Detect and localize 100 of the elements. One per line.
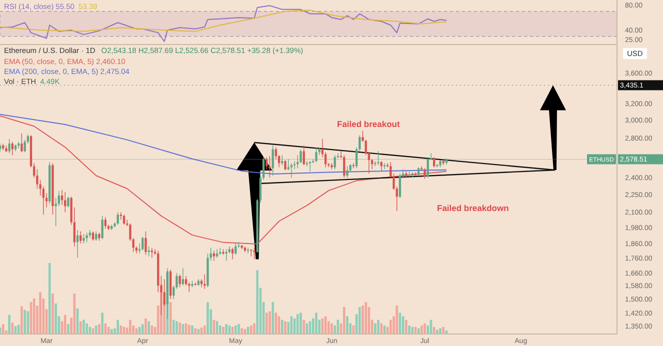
candlestick bbox=[377, 150, 380, 166]
bar bbox=[110, 329, 113, 334]
candlestick bbox=[20, 133, 23, 153]
bar bbox=[188, 324, 190, 334]
candlestick bbox=[398, 173, 402, 198]
bar bbox=[39, 292, 42, 334]
candlestick bbox=[150, 247, 154, 258]
bar bbox=[377, 320, 380, 334]
bar bbox=[296, 314, 299, 334]
candlestick bbox=[432, 156, 436, 168]
candlestick bbox=[182, 268, 184, 286]
candlestick bbox=[268, 156, 271, 178]
candlestick bbox=[225, 248, 228, 262]
bar bbox=[101, 312, 104, 334]
bar bbox=[408, 325, 410, 334]
candlestick bbox=[64, 192, 66, 213]
bar bbox=[20, 306, 23, 334]
candlestick bbox=[67, 196, 70, 208]
candlestick bbox=[88, 230, 91, 238]
bar bbox=[256, 270, 259, 334]
bar bbox=[141, 324, 144, 334]
candlestick bbox=[92, 230, 94, 242]
candlestick bbox=[58, 190, 60, 206]
bar bbox=[64, 314, 66, 334]
candlestick bbox=[80, 230, 82, 244]
bar bbox=[240, 328, 243, 334]
bar bbox=[86, 323, 88, 334]
bar bbox=[234, 325, 237, 334]
bar bbox=[380, 323, 383, 334]
bar bbox=[342, 307, 346, 334]
bar bbox=[67, 324, 70, 334]
candlestick bbox=[184, 276, 188, 286]
bar bbox=[253, 323, 256, 334]
candlestick bbox=[86, 232, 88, 242]
bar bbox=[26, 311, 30, 334]
candlestick bbox=[424, 168, 426, 180]
bar bbox=[346, 316, 348, 334]
bar bbox=[225, 324, 228, 334]
bar bbox=[396, 306, 398, 334]
bar bbox=[300, 312, 302, 334]
bar bbox=[315, 312, 318, 334]
candlestick bbox=[8, 138, 10, 154]
candlestick bbox=[60, 190, 64, 206]
bar bbox=[330, 323, 333, 334]
candlestick bbox=[216, 248, 218, 258]
candlestick bbox=[104, 216, 106, 230]
annotation: Failed breakout bbox=[337, 119, 400, 129]
candlestick bbox=[95, 230, 98, 242]
bar bbox=[302, 320, 306, 334]
bar bbox=[82, 320, 85, 334]
bar bbox=[272, 302, 274, 334]
bar bbox=[265, 312, 268, 334]
candlestick bbox=[142, 236, 144, 251]
bar bbox=[11, 322, 14, 334]
bar bbox=[218, 325, 222, 334]
candlestick bbox=[302, 145, 305, 166]
candlestick bbox=[122, 214, 126, 226]
bar bbox=[194, 328, 196, 334]
candlestick bbox=[284, 160, 286, 171]
candlestick bbox=[272, 145, 274, 176]
bar bbox=[362, 306, 364, 334]
candlestick bbox=[426, 156, 429, 178]
bar bbox=[32, 298, 36, 334]
annotation: Failed breakdown bbox=[437, 203, 509, 213]
bar bbox=[442, 326, 445, 334]
bar bbox=[79, 321, 82, 334]
candlestick bbox=[231, 247, 234, 260]
candlestick bbox=[101, 216, 104, 240]
bar bbox=[73, 294, 76, 334]
bar bbox=[420, 325, 423, 334]
bar bbox=[17, 324, 20, 334]
bar bbox=[8, 314, 10, 334]
bar bbox=[250, 325, 252, 334]
bar bbox=[172, 320, 175, 334]
bar bbox=[268, 311, 271, 334]
candlestick bbox=[11, 141, 14, 156]
candlestick bbox=[178, 274, 181, 288]
bar bbox=[284, 321, 286, 334]
bar bbox=[222, 326, 224, 334]
bar bbox=[191, 325, 194, 334]
candlestick bbox=[144, 230, 147, 256]
bar bbox=[203, 325, 206, 334]
candlestick bbox=[148, 246, 150, 257]
bar bbox=[98, 324, 100, 334]
bar bbox=[178, 322, 181, 334]
bar bbox=[358, 307, 361, 334]
candlestick bbox=[234, 243, 237, 256]
candlestick bbox=[380, 160, 382, 172]
bar bbox=[2, 324, 4, 334]
bar bbox=[374, 323, 376, 334]
bar bbox=[436, 330, 438, 334]
candlestick bbox=[343, 154, 346, 178]
candlestick bbox=[116, 212, 119, 226]
bar bbox=[48, 263, 51, 334]
bar bbox=[129, 320, 132, 334]
candlestick bbox=[346, 166, 348, 178]
candlestick bbox=[253, 247, 256, 260]
bar bbox=[364, 302, 368, 334]
bar bbox=[52, 294, 54, 334]
bar bbox=[411, 326, 414, 334]
